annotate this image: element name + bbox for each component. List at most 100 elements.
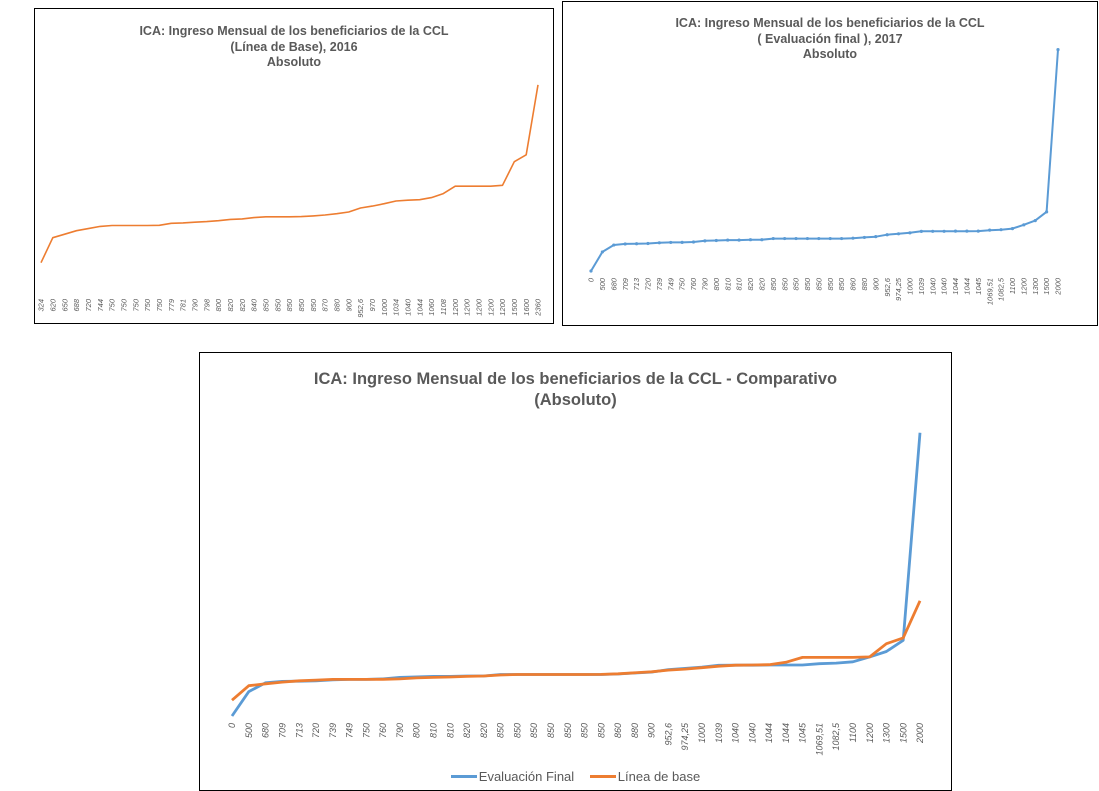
legend-swatch-blue <box>450 775 477 778</box>
x-tick-label: 324 <box>37 299 46 312</box>
x-tick-label: 1069,51 <box>985 278 994 305</box>
x-tick-label: 850 <box>261 298 270 311</box>
x-tick-label: 1100 <box>848 723 858 742</box>
legend-item-linea-base: Línea de base <box>589 769 701 784</box>
data-point <box>737 238 741 242</box>
x-tick-label: 900 <box>871 277 880 290</box>
data-point <box>988 228 992 232</box>
data-point <box>885 233 889 237</box>
data-point <box>805 236 810 241</box>
x-tick-label: 1300 <box>1031 277 1040 295</box>
x-tick-label: 850 <box>792 277 801 290</box>
x-tick-label: 952,6 <box>663 723 673 746</box>
chart-panel-evaluacion-final: ICA: Ingreso Mensual de los beneficiario… <box>562 1 1098 326</box>
x-tick-label: 810 <box>735 277 744 290</box>
data-point <box>680 240 684 244</box>
x-tick-label: 713 <box>632 277 641 290</box>
data-point <box>646 241 650 246</box>
x-tick-label: 688 <box>72 298 81 311</box>
x-tick-label: 850 <box>837 277 846 290</box>
x-tick-label: 1045 <box>798 722 808 743</box>
data-point <box>760 238 764 242</box>
data-point <box>1056 48 1060 52</box>
x-tick-label: 760 <box>378 723 388 738</box>
x-tick-label: 1082,5 <box>997 277 1006 301</box>
x-tick-label: 1200 <box>451 298 460 316</box>
data-point <box>714 238 718 243</box>
x-tick-label: 810 <box>445 723 455 738</box>
legend-swatch-orange <box>589 775 616 778</box>
x-tick-label: 820 <box>462 723 472 738</box>
data-point <box>999 228 1003 232</box>
chart-title-line-3: Absoluto <box>266 55 322 70</box>
x-tick-label: 1500 <box>1042 277 1051 295</box>
chart-title-line-2: ( Evaluación final ), 2017 <box>757 31 903 46</box>
chart-title-line-1: ICA: Ingreso Mensual de los beneficiario… <box>675 16 985 30</box>
data-point <box>839 236 844 241</box>
x-tick-label: 744 <box>96 299 105 312</box>
x-tick-label: 650 <box>60 298 69 311</box>
x-tick-label: 720 <box>311 723 321 738</box>
data-point <box>748 238 753 242</box>
x-tick-label: 739 <box>655 277 664 290</box>
x-tick-label: 750 <box>131 298 140 311</box>
data-point <box>851 236 855 240</box>
chart-title-line-3: Absoluto <box>802 47 858 62</box>
x-tick-label: 860 <box>613 723 623 738</box>
x-tick-label: 810 <box>429 723 439 738</box>
chart-title-line-1: ICA: Ingreso Mensual de los beneficiario… <box>313 370 838 388</box>
x-tick-label: 1600 <box>522 298 531 316</box>
data-point <box>874 235 878 239</box>
data-point <box>612 243 616 247</box>
x-tick-label: 1082,5 <box>831 722 841 751</box>
x-tick-label: 800 <box>412 723 422 738</box>
data-point <box>828 236 832 241</box>
data-point <box>919 229 923 233</box>
x-tick-label: 1000 <box>906 277 915 295</box>
data-point <box>703 239 707 243</box>
x-tick-label: 0 <box>227 723 237 728</box>
x-tick-label: 749 <box>666 277 675 290</box>
x-tick-label: 1000 <box>697 723 707 743</box>
x-tick-label: 713 <box>294 723 304 738</box>
chart-title-line-2: (Absoluto) <box>534 391 617 410</box>
data-point <box>1010 227 1015 231</box>
x-tick-label: 1500 <box>898 723 908 743</box>
x-tick-label: 850 <box>580 723 590 738</box>
x-tick-label: 850 <box>512 723 522 738</box>
data-point <box>771 236 775 241</box>
data-point <box>1022 223 1026 227</box>
x-tick-label: 750 <box>155 298 164 311</box>
x-tick-label: 1044 <box>963 278 972 295</box>
chart-panel-linea-base: ICA: Ingreso Mensual de los beneficiario… <box>34 8 554 324</box>
x-tick-label: 1044 <box>764 723 774 743</box>
x-tick-label: 720 <box>644 277 653 290</box>
data-point <box>953 229 958 233</box>
x-tick-label: 800 <box>214 298 223 311</box>
legend-label: Línea de base <box>617 769 701 784</box>
data-point <box>657 241 661 245</box>
x-tick-label: 739 <box>328 723 338 738</box>
chart-title-line-1: ICA: Ingreso Mensual de los beneficiario… <box>139 24 449 38</box>
x-tick-label: 850 <box>546 723 556 738</box>
x-tick-label: 952,6 <box>356 298 365 318</box>
x-tick-label: 720 <box>84 298 93 311</box>
x-tick-label: 820 <box>238 298 247 311</box>
x-tick-label: 0 <box>587 277 596 282</box>
x-tick-label: 1200 <box>463 298 472 316</box>
data-point <box>1033 219 1037 223</box>
x-tick-label: 900 <box>647 723 657 738</box>
x-tick-label: 850 <box>273 298 282 311</box>
x-tick-label: 840 <box>250 298 259 311</box>
x-tick-label: 850 <box>297 298 306 311</box>
x-tick-label: 750 <box>119 298 128 311</box>
data-point <box>634 242 639 246</box>
data-point <box>726 238 730 242</box>
x-tick-label: 1100 <box>1008 277 1017 294</box>
data-point <box>817 236 821 241</box>
x-tick-label: 1040 <box>403 298 412 316</box>
x-tick-label: 820 <box>757 277 766 290</box>
x-tick-label: 749 <box>345 723 355 738</box>
x-tick-label: 1044 <box>951 278 960 295</box>
data-point <box>908 231 912 235</box>
